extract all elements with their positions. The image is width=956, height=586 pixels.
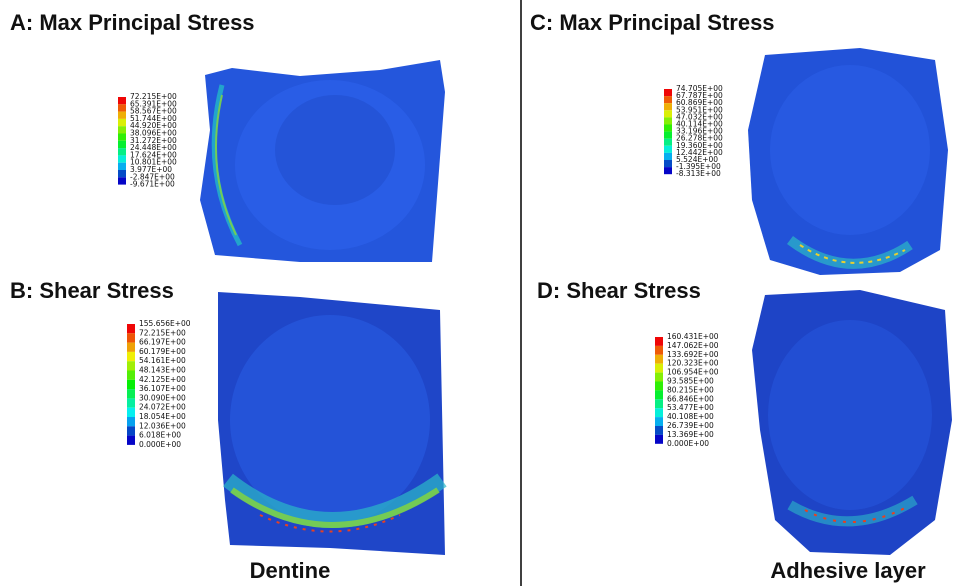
legend-label: 40.108E+00 [667,412,714,421]
legend-label: 6.018E+00 [139,431,181,440]
color-bar-segment [127,380,135,389]
legend-label: 53.477E+00 [667,403,714,412]
color-bar-segment [118,119,126,126]
color-bar-segment [118,112,126,119]
color-bar-segment [118,97,126,104]
legend-label: 0.000E+00 [667,439,709,448]
color-bar-segment [127,408,135,417]
legend-label: 42.125E+00 [139,375,186,384]
legend-label: 18.054E+00 [139,412,186,421]
color-bar-segment [118,148,126,155]
color-bar-segment [127,343,135,352]
color-bar-segment [127,426,135,435]
color-bar-segment [664,96,672,103]
color-bar-segment [664,153,672,160]
legend-label: 12.036E+00 [139,421,186,430]
color-bar-segment [664,103,672,110]
color-bar-segment [655,337,663,346]
color-bar-segment [127,333,135,342]
color-bar-segment [655,408,663,417]
legend-label: 120.323E+00 [667,359,719,368]
color-bar-segment [118,177,126,184]
color-bar-segment [655,355,663,364]
color-bar-segment [664,146,672,153]
panel-title: A: Max Principal Stress [10,10,255,35]
color-bar-segment [664,139,672,146]
color-bar-segment [655,364,663,373]
legend-label: 133.692E+00 [667,350,719,359]
caption: Dentine [250,558,331,583]
color-bar-segment [118,104,126,111]
color-bar-segment [655,346,663,355]
model-d [752,290,952,555]
legend-label: 54.161E+00 [139,356,186,365]
legend-label: 80.215E+00 [667,385,714,394]
legend-label: 93.585E+00 [667,377,714,386]
color-bar-segment [127,398,135,407]
legend-label: 0.000E+00 [139,440,181,449]
color-bar-segment [127,324,135,333]
color-bar-segment [118,134,126,141]
color-bar-segment [127,417,135,426]
color-bar-segment [655,382,663,391]
panel-title: D: Shear Stress [537,278,701,303]
color-bar-segment [655,426,663,435]
color-bar-segment [664,117,672,124]
color-bar-segment [118,126,126,133]
color-bar-segment [655,373,663,382]
color-bar-segment [664,167,672,174]
model-c [748,48,948,275]
color-bar-segment [655,399,663,408]
panel-title: B: Shear Stress [10,278,174,303]
color-bar-segment [127,389,135,398]
color-bar-segment [118,163,126,170]
figure: Dentine Adhesive layer A: Max Principal … [0,0,956,586]
caption: Adhesive layer [770,558,926,583]
color-bar-segment [655,417,663,426]
legend-label: 66.846E+00 [667,394,714,403]
color-bar-segment [664,160,672,167]
color-bar-segment [118,141,126,148]
color-bar-segment [664,89,672,96]
legend-label: 160.431E+00 [667,332,719,341]
legend-label: 66.197E+00 [139,338,186,347]
legend-label: 13.369E+00 [667,430,714,439]
color-bar-segment [655,435,663,444]
color-bar-segment [118,155,126,162]
legend-label: -9.671E+00 [130,180,175,189]
legend-label: 106.954E+00 [667,368,719,377]
model-a [200,60,445,262]
panel-title: C: Max Principal Stress [530,10,775,35]
color-bar-segment [664,125,672,132]
legend-label: -8.313E+00 [676,169,721,178]
model-b [218,292,445,555]
color-bar-segment [127,352,135,361]
color-bar-segment [664,132,672,139]
color-bar-segment [127,361,135,370]
color-bar-segment [127,371,135,380]
color-bar-segment [664,110,672,117]
legend-label: 147.062E+00 [667,341,719,350]
legend-label: 72.215E+00 [139,328,186,337]
legend-label: 30.090E+00 [139,393,186,402]
legend-label: 36.107E+00 [139,384,186,393]
legend-label: 48.143E+00 [139,366,186,375]
legend-label: 24.072E+00 [139,403,186,412]
color-bar-segment [655,390,663,399]
legend-label: 60.179E+00 [139,347,186,356]
color-bar-segment [127,436,135,445]
legend-label: 155.656E+00 [139,319,191,328]
legend-label: 26.739E+00 [667,421,714,430]
color-bar-segment [118,170,126,177]
